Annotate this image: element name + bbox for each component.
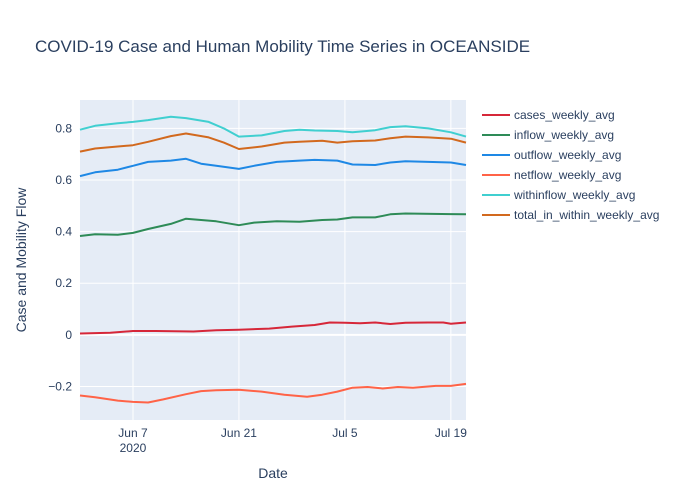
y-axis-title: Case and Mobility Flow: [13, 187, 29, 333]
x-tick-label: Jun 21: [221, 426, 257, 440]
y-tick-label: 0.6: [55, 173, 72, 187]
series-lines: [79, 115, 467, 404]
legend-label: withinflow_weekly_avg: [513, 188, 635, 202]
y-tick-label: 0: [65, 328, 72, 342]
x-tick-label: Jul 5: [332, 426, 358, 440]
legend-item-cases-weekly-avg[interactable]: cases_weekly_avg: [482, 108, 615, 122]
chart-title: COVID-19 Case and Human Mobility Time Se…: [35, 37, 530, 56]
x-tick-label: Jun 7: [118, 426, 148, 440]
legend-item-total-in-within-weekly-avg[interactable]: total_in_within_weekly_avg: [482, 208, 659, 222]
series-line-cases-weekly-avg: [79, 321, 467, 335]
legend-item-outflow-weekly-avg[interactable]: outflow_weekly_avg: [482, 148, 621, 162]
legend-label: netflow_weekly_avg: [514, 168, 621, 182]
legend[interactable]: cases_weekly_avg inflow_weekly_avgoutflow…: [482, 108, 659, 222]
series-line-withinflow-weekly-avg: [79, 115, 467, 138]
y-tick-label: 0.4: [55, 225, 72, 239]
y-axis-ticks: −0.2 0 0.2 0.4 0.6 0.8: [48, 121, 72, 393]
legend-label: inflow_weekly_avg: [514, 128, 614, 142]
legend-label: total_in_within_weekly_avg: [514, 208, 659, 222]
legend-item-netflow-weekly-avg[interactable]: netflow_weekly_avg: [482, 168, 621, 182]
gridlines: [80, 100, 466, 420]
x-tick-sublabel: 2020: [120, 441, 147, 455]
series-line-outflow-weekly-avg: [79, 157, 467, 178]
series-line-inflow-weekly-avg: [79, 212, 467, 237]
y-tick-label: −0.2: [48, 379, 72, 393]
x-tick-label: Jul 19: [435, 426, 467, 440]
y-tick-label: 0.8: [55, 121, 72, 135]
series-line-netflow-weekly-avg: [79, 382, 467, 404]
legend-label: outflow_weekly_avg: [514, 148, 621, 162]
legend-item-inflow-weekly-avg[interactable]: inflow_weekly_avg: [482, 128, 614, 142]
legend-label: cases_weekly_avg: [514, 108, 615, 122]
series-line-total-in-within-weekly-avg: [79, 132, 467, 153]
y-tick-label: 0.2: [55, 276, 72, 290]
plot-area: [80, 100, 466, 420]
x-axis-title: Date: [258, 465, 288, 481]
legend-item-withinflow-weekly-avg[interactable]: withinflow_weekly_avg: [482, 188, 635, 202]
